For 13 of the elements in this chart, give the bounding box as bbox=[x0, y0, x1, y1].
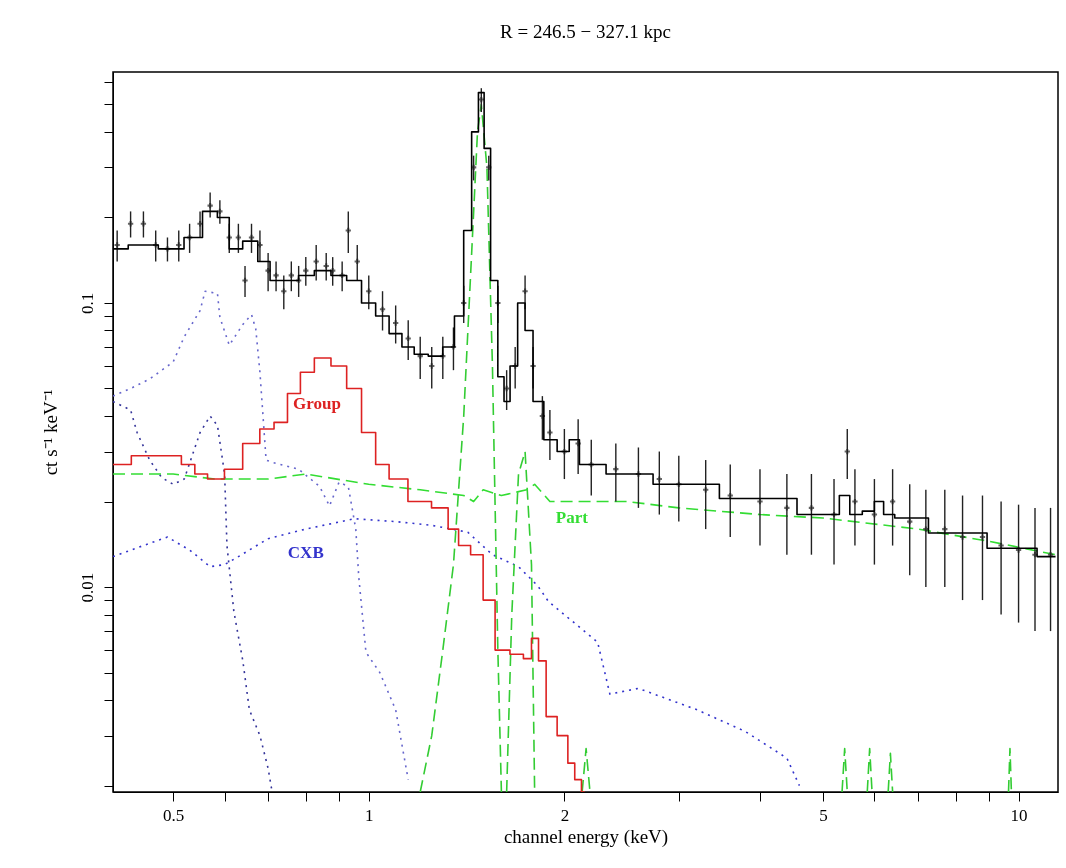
x-tick-label: 10 bbox=[1010, 805, 1028, 825]
series-label: CXB bbox=[287, 543, 324, 563]
chart-title: R = 246.5 − 327.1 kpc bbox=[500, 21, 671, 42]
y-tick-label: 0.1 bbox=[77, 292, 97, 315]
x-axis-title: channel energy (keV) bbox=[503, 825, 669, 848]
series-label: Group bbox=[292, 394, 341, 414]
x-tick-label: 2 bbox=[560, 805, 570, 825]
x-tick-label: 0.5 bbox=[163, 805, 185, 825]
series-label: Part bbox=[555, 507, 589, 527]
y-tick-label: 0.01 bbox=[77, 572, 97, 603]
y-axis-title: ct s⁻¹ keV⁻¹ bbox=[39, 389, 61, 476]
x-tick-label: 5 bbox=[819, 805, 828, 825]
x-tick-label: 1 bbox=[365, 805, 374, 825]
